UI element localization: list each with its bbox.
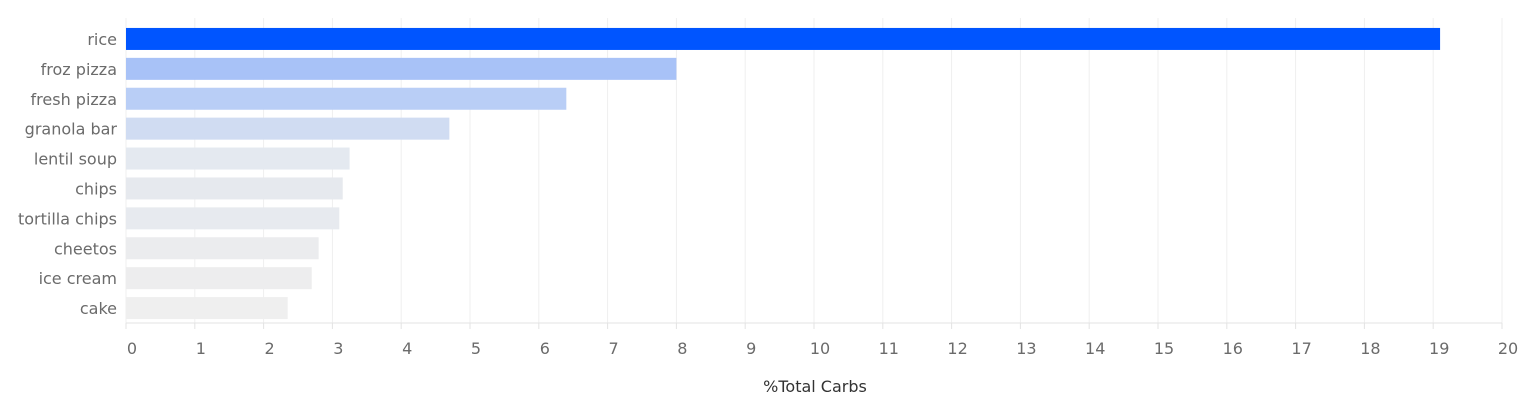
- x-tick-label: 0: [127, 339, 137, 358]
- category-label: cheetos: [54, 239, 117, 258]
- bar-cheetos[interactable]: [126, 237, 319, 260]
- x-tick-labels: 0 1 2 3 4 5 6 7 8 9 10 11 12 13 14 15 16 17 18 19 20: [127, 339, 1518, 358]
- x-tick-label: 1: [196, 339, 206, 358]
- x-tick-label: 6: [540, 339, 550, 358]
- bar-rice[interactable]: [126, 27, 1441, 50]
- x-tick-label: 5: [471, 339, 481, 358]
- x-tick-label: 4: [402, 339, 412, 358]
- x-tick-label: 9: [746, 339, 756, 358]
- x-tick-label: 10: [810, 339, 830, 358]
- x-tick-label: 19: [1429, 339, 1449, 358]
- category-label: rice: [87, 30, 117, 49]
- x-tick-label: 3: [333, 339, 343, 358]
- category-label: granola bar: [25, 120, 118, 139]
- x-tick-label: 20: [1498, 339, 1518, 358]
- x-tick-label: 14: [1085, 339, 1105, 358]
- x-tick-label: 13: [1016, 339, 1036, 358]
- category-label: chips: [75, 179, 117, 198]
- x-tick-label: 11: [879, 339, 899, 358]
- x-tick-label: 7: [609, 339, 619, 358]
- bar-ice-cream[interactable]: [126, 267, 312, 290]
- bar-froz-pizza[interactable]: [126, 57, 677, 80]
- x-tick-label: 8: [677, 339, 687, 358]
- bar-tortilla-chips[interactable]: [126, 207, 340, 230]
- x-tick-label: 18: [1360, 339, 1380, 358]
- x-tick-label: 2: [265, 339, 275, 358]
- x-tick-label: 17: [1291, 339, 1311, 358]
- bar-lentil-soup[interactable]: [126, 147, 350, 170]
- bar-granola-bar[interactable]: [126, 117, 450, 140]
- x-tick-label: 16: [1223, 339, 1243, 358]
- category-label: ice cream: [39, 269, 117, 288]
- category-label: fresh pizza: [31, 90, 117, 109]
- x-tick-label: 15: [1154, 339, 1174, 358]
- bar-cake[interactable]: [126, 297, 288, 320]
- x-axis-title: %Total Carbs: [763, 377, 867, 396]
- bars: [126, 27, 1441, 320]
- category-label: froz pizza: [41, 60, 117, 79]
- bar-fresh-pizza[interactable]: [126, 87, 567, 110]
- category-labels: rice froz pizza fresh pizza granola bar lent…: [18, 30, 117, 318]
- category-label: lentil soup: [34, 150, 117, 169]
- category-label: cake: [80, 299, 117, 318]
- category-label: tortilla chips: [18, 209, 117, 228]
- x-tick-label: 12: [947, 339, 967, 358]
- bar-chips[interactable]: [126, 177, 343, 200]
